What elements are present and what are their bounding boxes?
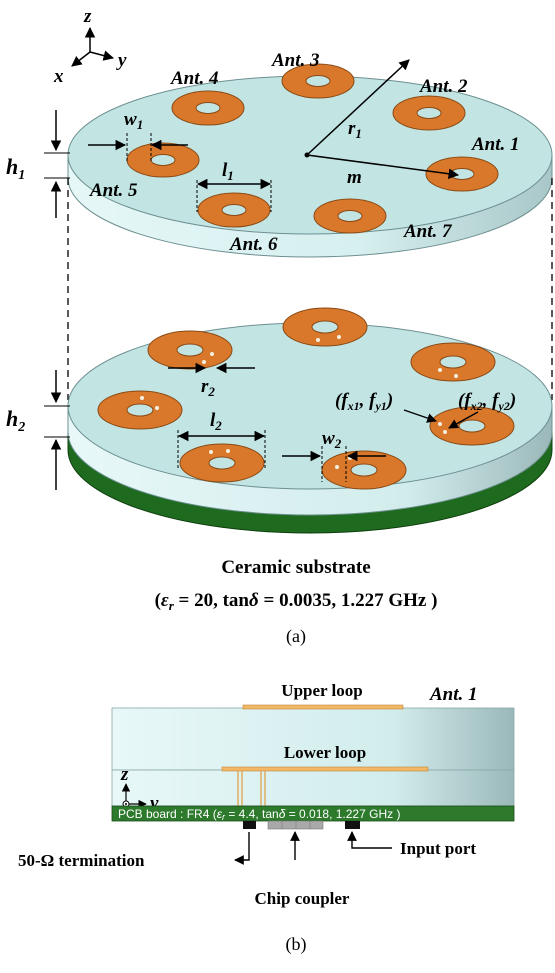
- loop-feed-lines: [237, 771, 266, 806]
- label-h1: h1: [6, 154, 25, 183]
- ant1-side-label: Ant. 1: [429, 684, 478, 705]
- upper-loop-bar: [242, 704, 404, 710]
- ring-b1: [429, 406, 515, 446]
- label-ant7: Ant. 7: [403, 221, 453, 242]
- label-ant4: Ant. 4: [170, 68, 219, 89]
- dim-w2: w2: [282, 428, 386, 482]
- substrate-params: (εr = 20, tanδ = 0.0035, 1.227 GHz ): [155, 590, 438, 613]
- dim-w1: w1: [88, 109, 188, 162]
- label-r2: r2: [201, 376, 215, 399]
- label-ant5: Ant. 5: [89, 180, 138, 201]
- ring-b5: [97, 390, 183, 430]
- ring-b2: [410, 342, 496, 382]
- lower-loop-label: Lower loop: [284, 743, 366, 762]
- axis-z-label: z: [83, 6, 92, 27]
- dim-l2: l2: [177, 410, 266, 468]
- termination-chip: [243, 821, 256, 829]
- substrate-title: Ceramic substrate: [221, 557, 370, 578]
- ring-b7: [321, 450, 407, 490]
- dim-l1: l1: [196, 160, 272, 212]
- label-l2: l2: [210, 410, 222, 433]
- ring-b6: [179, 443, 265, 483]
- label-w1: w1: [124, 109, 143, 132]
- label-feed2: (fx2, fy2): [458, 390, 516, 413]
- ring-ant6: [197, 192, 271, 228]
- label-w2: w2: [322, 428, 342, 451]
- caption-b: (b): [286, 934, 307, 955]
- lower-loop-bar: [221, 766, 429, 772]
- dim-h1: h1: [6, 110, 70, 218]
- chip-coupler-label: Chip coupler: [255, 889, 350, 908]
- axis-x-label: x: [53, 66, 64, 87]
- ring-ant3: [281, 63, 355, 99]
- label-feed1: (fx1, fy1): [335, 390, 393, 413]
- dim-h2: h2: [6, 370, 70, 490]
- upper-rings: [126, 63, 499, 234]
- ring-b4: [147, 330, 233, 370]
- ring-ant5: [126, 142, 200, 178]
- axis-y-label: y: [116, 50, 127, 71]
- callouts-b: [234, 831, 392, 865]
- feed-labels: (fx1, fy1) (fx2, fy2): [335, 390, 516, 429]
- axis-b-y: y: [148, 793, 159, 814]
- axis-b-z: z: [120, 764, 129, 785]
- upper-loop-label: Upper loop: [281, 681, 362, 700]
- label-l1: l1: [222, 160, 234, 183]
- label-r1: r1: [348, 118, 362, 141]
- ring-ant1: [425, 156, 499, 192]
- label-ant6: Ant. 6: [229, 234, 278, 255]
- input-port-label: Input port: [400, 839, 476, 858]
- ring-ant2: [392, 95, 466, 131]
- ring-ant4: [171, 90, 245, 126]
- caption-a: (a): [286, 626, 306, 647]
- ring-b3: [282, 307, 368, 347]
- termination-label: 50-Ω termination: [18, 851, 145, 870]
- ring-ant7: [313, 198, 387, 234]
- pcb-label: PCB board : FR4 (εr = 4.4, tanδ = 0.018,…: [118, 807, 400, 822]
- pcb-components: [243, 820, 360, 830]
- side-view-body: [111, 707, 515, 807]
- input-port-chip: [345, 821, 360, 829]
- axis-triad-b: z y: [120, 764, 159, 814]
- label-ant3: Ant. 3: [271, 50, 320, 71]
- label-h2: h2: [6, 406, 25, 435]
- label-ant2: Ant. 2: [419, 76, 468, 97]
- label-ant1: Ant. 1: [471, 134, 520, 155]
- lower-rings: [97, 307, 515, 490]
- axis-triad: z y x: [53, 6, 127, 87]
- label-m: m: [347, 167, 362, 188]
- connector-lines: [67, 178, 553, 400]
- chip-coupler: [267, 820, 324, 830]
- dim-r2: r2: [168, 362, 255, 399]
- radius-lines: [304, 59, 460, 179]
